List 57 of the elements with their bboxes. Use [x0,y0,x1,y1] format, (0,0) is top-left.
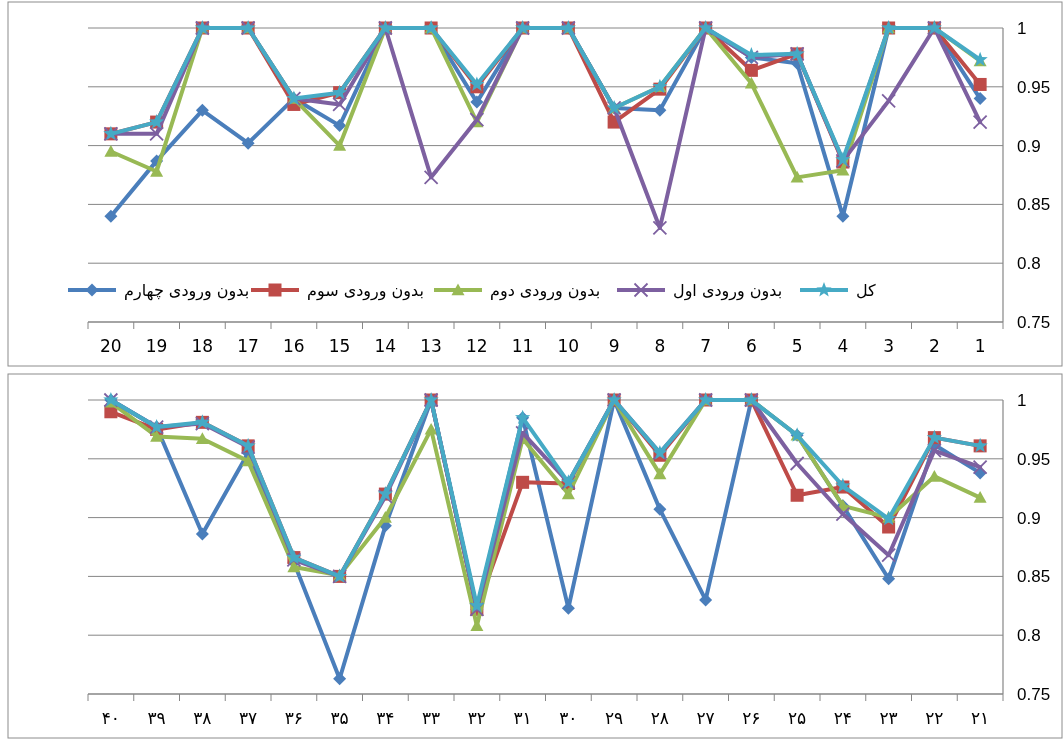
x-tick-label: 12 [466,336,488,356]
x-tick-label: 10 [557,336,580,356]
x-tick-label: ۲۷ [696,708,715,728]
y-tick-label: 0.95 [1017,449,1051,469]
x-tick-label: 7 [700,336,712,356]
x-tick-label: 1 [974,336,986,356]
x-tick-label: 9 [608,336,620,356]
y-tick-label: 1 [1017,19,1027,38]
x-tick-label: ۲۸ [650,708,670,728]
y-tick-label: 0.8 [1017,626,1041,646]
x-tick-label: 17 [237,336,259,356]
x-tick-label: 5 [791,336,803,356]
x-tick-label: 14 [374,336,397,356]
x-tick-label: ۲۴ [833,708,853,728]
x-tick-label: 20 [100,336,122,356]
x-tick-label: ۲۵ [787,708,807,728]
y-tick-label: 0.75 [1017,313,1051,332]
x-tick-label: 3 [883,336,895,356]
x-tick-label: 4 [837,336,849,356]
x-tick-label: ۳۸ [193,708,212,728]
x-tick-label: 16 [283,336,305,356]
x-tick-label: ۳۹ [147,708,166,728]
y-tick-label: 0.9 [1017,508,1041,528]
y-tick-label: 0.95 [1017,77,1051,97]
legend-label: کل [856,281,877,300]
x-tick-label: ۴۰ [101,708,121,728]
y-tick-label: 0.75 [1017,685,1051,704]
y-tick-label: 0.9 [1017,136,1041,156]
x-tick-label: 13 [420,336,442,356]
x-tick-label: ۲۳ [879,708,898,728]
x-tick-label: 19 [145,336,168,356]
x-tick-label: ۳۵ [330,708,349,728]
y-tick-label: 0.85 [1017,567,1051,587]
y-tick-label: 0.8 [1017,254,1041,274]
x-tick-label: 11 [511,336,534,356]
x-tick-label: ۳۴ [376,708,395,728]
x-tick-label: ۳۱ [513,708,532,728]
legend-label: بدون ورودی دوم [490,281,601,301]
y-tick-label: 1 [1017,391,1027,410]
x-tick-label: 6 [745,336,757,356]
y-tick-label: 0.85 [1017,195,1051,215]
x-tick-label: ۳۶ [284,708,304,728]
x-tick-label: ۳۷ [238,708,258,728]
x-tick-label: ۳۳ [421,708,441,728]
x-tick-label: 15 [328,336,351,356]
x-tick-label: ۲۶ [742,708,761,728]
x-tick-label: ۲۹ [604,708,624,728]
x-tick-label: 8 [654,336,666,356]
x-tick-label: 2 [928,336,940,356]
x-tick-label: ۲۲ [925,708,944,728]
x-tick-label: ۳۲ [467,708,487,728]
legend-label: بدون ورودی سوم [307,281,424,301]
legend-label: بدون ورودی اول [673,281,783,301]
x-tick-label: ۲۱ [970,708,990,728]
legend-label: بدون ورودی چهارم [124,281,250,301]
x-tick-label: ۳۰ [559,708,578,728]
x-tick-label: 18 [191,336,214,356]
